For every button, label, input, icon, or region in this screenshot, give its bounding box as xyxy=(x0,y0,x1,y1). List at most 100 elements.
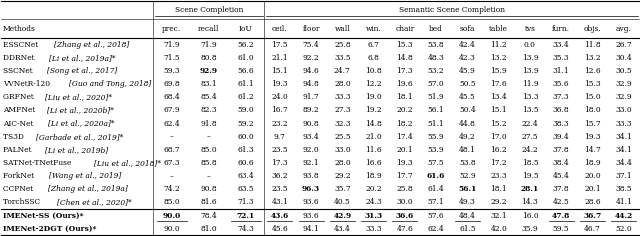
Text: 17.7: 17.7 xyxy=(397,172,413,180)
Text: [Li et al., 2019a]*: [Li et al., 2019a]* xyxy=(49,54,116,62)
Text: 44.8: 44.8 xyxy=(459,119,476,127)
Text: 72.1: 72.1 xyxy=(237,212,255,219)
Text: tvs: tvs xyxy=(524,25,536,33)
Text: 52.9: 52.9 xyxy=(459,172,476,180)
Text: 85.4: 85.4 xyxy=(200,93,217,101)
Text: 19.3: 19.3 xyxy=(584,133,601,141)
Text: 94.6: 94.6 xyxy=(303,67,319,75)
Text: 13.2: 13.2 xyxy=(584,54,601,62)
Text: 34.1: 34.1 xyxy=(615,146,632,154)
Text: 62.4: 62.4 xyxy=(163,119,180,127)
Text: 35.9: 35.9 xyxy=(522,225,538,233)
Text: 63.5: 63.5 xyxy=(237,185,254,193)
Text: SSCNet: SSCNet xyxy=(3,67,37,75)
Text: 48.3: 48.3 xyxy=(428,54,445,62)
Text: 53.2: 53.2 xyxy=(428,67,444,75)
Text: 33.3: 33.3 xyxy=(334,93,351,101)
Text: ForkNet: ForkNet xyxy=(3,172,38,180)
Text: 16.7: 16.7 xyxy=(271,106,288,114)
Text: 21.1: 21.1 xyxy=(271,54,288,62)
Text: 30.0: 30.0 xyxy=(397,198,413,206)
Text: 69.8: 69.8 xyxy=(164,80,180,88)
Text: Scene Completion: Scene Completion xyxy=(175,6,243,14)
Text: VVNetR-120: VVNetR-120 xyxy=(3,80,54,88)
Text: 42.4: 42.4 xyxy=(459,41,476,49)
Text: 61.1: 61.1 xyxy=(237,80,254,88)
Text: bed: bed xyxy=(429,25,443,33)
Text: sofa: sofa xyxy=(460,25,475,33)
Text: 11.6: 11.6 xyxy=(365,146,382,154)
Text: 92.9: 92.9 xyxy=(200,67,218,75)
Text: 19.0: 19.0 xyxy=(365,93,382,101)
Text: IMENet-2DGT (Ours)*: IMENet-2DGT (Ours)* xyxy=(3,225,96,233)
Text: 68.7: 68.7 xyxy=(164,146,180,154)
Text: 61.0: 61.0 xyxy=(237,54,254,62)
Text: 34.1: 34.1 xyxy=(615,133,632,141)
Text: 16.0: 16.0 xyxy=(522,212,538,219)
Text: [Chen et al., 2020]*: [Chen et al., 2020]* xyxy=(56,198,131,206)
Text: 47.8: 47.8 xyxy=(552,212,570,219)
Text: 17.5: 17.5 xyxy=(271,41,288,49)
Text: [Li et al., 2019b]: [Li et al., 2019b] xyxy=(45,146,109,154)
Text: 90.0: 90.0 xyxy=(163,212,181,219)
Text: 43.1: 43.1 xyxy=(271,198,288,206)
Text: 59.2: 59.2 xyxy=(237,119,254,127)
Text: furn.: furn. xyxy=(552,25,570,33)
Text: 18.1: 18.1 xyxy=(397,93,413,101)
Text: 57.5: 57.5 xyxy=(428,159,444,167)
Text: 57.0: 57.0 xyxy=(428,80,444,88)
Text: [Guo and Tong, 2018]: [Guo and Tong, 2018] xyxy=(69,80,152,88)
Text: IMENet-SS (Ours)*: IMENet-SS (Ours)* xyxy=(3,212,83,219)
Text: Semantic Scene Completion: Semantic Scene Completion xyxy=(399,6,505,14)
Text: CCPNet: CCPNet xyxy=(3,185,38,193)
Text: 37.8: 37.8 xyxy=(553,185,570,193)
Text: 18.1: 18.1 xyxy=(490,185,507,193)
Text: [Zhang et al., 2018]: [Zhang et al., 2018] xyxy=(54,41,129,49)
Text: 67.3: 67.3 xyxy=(164,159,180,167)
Text: 28.1: 28.1 xyxy=(521,185,539,193)
Text: 50.4: 50.4 xyxy=(459,106,476,114)
Text: 53.9: 53.9 xyxy=(428,146,444,154)
Text: 63.4: 63.4 xyxy=(237,172,254,180)
Text: 17.3: 17.3 xyxy=(397,67,413,75)
Text: 30.4: 30.4 xyxy=(615,54,632,62)
Text: 57.6: 57.6 xyxy=(428,212,444,219)
Text: SATNet-TNetFuse: SATNet-TNetFuse xyxy=(3,159,74,167)
Text: 28.0: 28.0 xyxy=(334,159,351,167)
Text: 31.1: 31.1 xyxy=(553,67,570,75)
Text: 45.5: 45.5 xyxy=(459,93,476,101)
Text: 36.6: 36.6 xyxy=(396,212,414,219)
Text: 41.1: 41.1 xyxy=(615,198,632,206)
Text: 36.8: 36.8 xyxy=(553,106,570,114)
Text: 20.0: 20.0 xyxy=(584,172,601,180)
Text: 34.4: 34.4 xyxy=(615,159,632,167)
Text: 0.0: 0.0 xyxy=(524,41,536,49)
Text: 13.3: 13.3 xyxy=(522,93,538,101)
Text: 32.9: 32.9 xyxy=(616,80,632,88)
Text: 33.3: 33.3 xyxy=(616,119,632,127)
Text: 26.7: 26.7 xyxy=(616,41,632,49)
Text: 37.8: 37.8 xyxy=(553,146,570,154)
Text: 16.6: 16.6 xyxy=(365,159,382,167)
Text: 48.4: 48.4 xyxy=(459,212,476,219)
Text: 49.2: 49.2 xyxy=(459,133,476,141)
Text: 93.6: 93.6 xyxy=(303,212,319,219)
Text: 61.6: 61.6 xyxy=(427,172,445,180)
Text: 45.9: 45.9 xyxy=(459,67,476,75)
Text: 30.5: 30.5 xyxy=(616,67,632,75)
Text: IoU: IoU xyxy=(239,25,253,33)
Text: 93.8: 93.8 xyxy=(303,172,319,180)
Text: 29.2: 29.2 xyxy=(334,172,351,180)
Text: 35.7: 35.7 xyxy=(334,185,351,193)
Text: 91.8: 91.8 xyxy=(200,119,217,127)
Text: wall: wall xyxy=(335,25,350,33)
Text: 51.1: 51.1 xyxy=(428,119,444,127)
Text: 74.2: 74.2 xyxy=(163,185,180,193)
Text: 23.3: 23.3 xyxy=(490,172,507,180)
Text: objs.: objs. xyxy=(584,25,602,33)
Text: 85.8: 85.8 xyxy=(200,159,217,167)
Text: 27.5: 27.5 xyxy=(522,133,538,141)
Text: 33.4: 33.4 xyxy=(553,41,570,49)
Text: 24.3: 24.3 xyxy=(365,198,382,206)
Text: 92.0: 92.0 xyxy=(303,146,319,154)
